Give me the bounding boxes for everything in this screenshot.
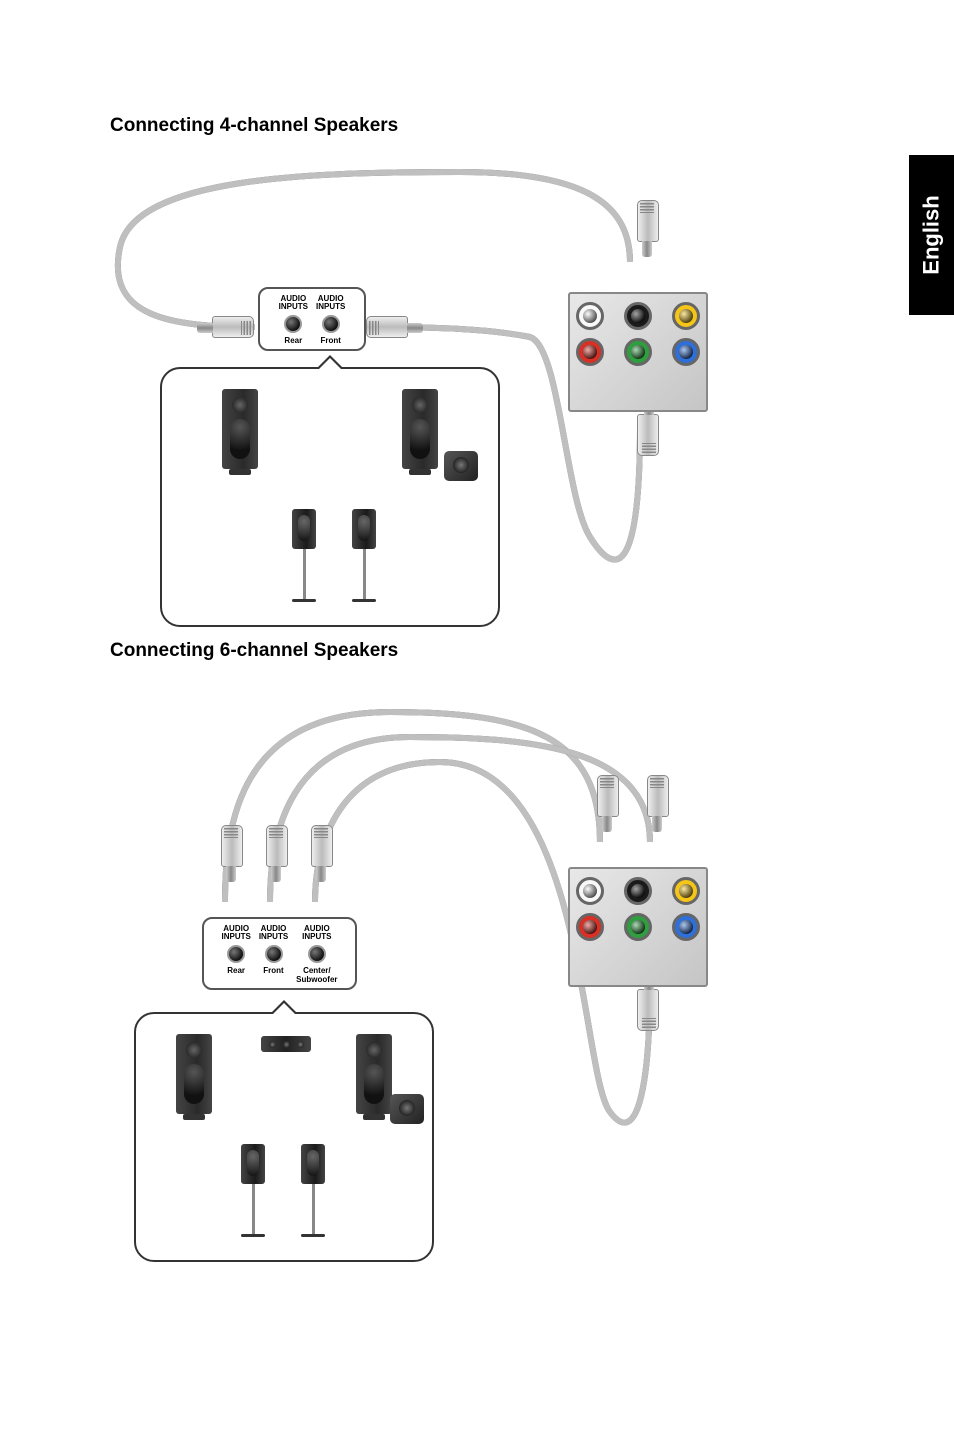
jack-icon — [322, 315, 340, 333]
section-6ch-title: Connecting 6-channel Speakers — [110, 640, 750, 662]
audio-input-box-6ch: AUDIO INPUTS Rear AUDIO INPUTS Front AUD… — [202, 917, 357, 990]
audio-input-front: AUDIO INPUTS Front — [316, 295, 345, 345]
audio-label: AUDIO INPUTS — [259, 925, 288, 942]
rear-right-speaker-icon — [352, 509, 376, 602]
plug-panel-top-4ch — [637, 200, 659, 260]
plug-rear-6ch — [221, 825, 243, 885]
front-right-speaker-icon — [402, 389, 438, 469]
white-port-icon — [576, 877, 604, 905]
front-right-speaker-icon — [356, 1034, 392, 1114]
plug-front-6ch — [266, 825, 288, 885]
jack-icon — [308, 945, 326, 963]
manual-page: English Connecting 4-channel Speakers — [0, 0, 954, 1438]
black-port-icon — [624, 877, 652, 905]
plug-panel-top1-6ch — [597, 775, 619, 835]
diagram-4ch: AUDIO INPUTS Rear AUDIO INPUTS Front — [110, 147, 750, 627]
black-port-icon — [624, 302, 652, 330]
white-port-icon — [576, 302, 604, 330]
speaker-layout-6ch — [134, 1012, 434, 1262]
rear-left-speaker-icon — [241, 1144, 265, 1237]
audio-input-rear: AUDIO INPUTS Rear — [279, 295, 308, 345]
jack-icon — [227, 945, 245, 963]
rear-right-speaker-icon — [301, 1144, 325, 1237]
panel-row-bottom — [576, 338, 700, 366]
section-4ch-title: Connecting 4-channel Speakers — [110, 115, 750, 137]
audio-label: Front — [259, 966, 288, 975]
green-port-icon — [624, 913, 652, 941]
plug-panel-top2-6ch — [647, 775, 669, 835]
yellow-port-icon — [672, 877, 700, 905]
subwoofer-icon — [444, 451, 478, 481]
diagram-6ch: AUDIO INPUTS Rear AUDIO INPUTS Front AUD… — [110, 672, 750, 1292]
front-left-speaker-icon — [222, 389, 258, 469]
jack-icon — [265, 945, 283, 963]
front-left-speaker-icon — [176, 1034, 212, 1114]
blue-port-icon — [672, 338, 700, 366]
section-4ch: Connecting 4-channel Speakers — [110, 115, 750, 627]
audio-input-rear: AUDIO INPUTS Rear — [221, 925, 250, 984]
audio-label: Rear — [279, 336, 308, 345]
audio-input-box-4ch: AUDIO INPUTS Rear AUDIO INPUTS Front — [258, 287, 366, 351]
audio-label: AUDIO INPUTS — [221, 925, 250, 942]
sound-panel-6ch — [568, 867, 708, 987]
audio-label: AUDIO INPUTS — [316, 295, 345, 312]
center-speaker-icon — [261, 1036, 311, 1052]
panel-row-bottom — [576, 913, 700, 941]
audio-label: AUDIO INPUTS — [279, 295, 308, 312]
callout-arrow-icon — [270, 1000, 298, 1014]
red-port-icon — [576, 338, 604, 366]
red-port-icon — [576, 913, 604, 941]
audio-label: AUDIO INPUTS — [296, 925, 337, 942]
language-label: English — [919, 195, 945, 274]
plug-rear-4ch — [194, 316, 254, 338]
audio-label: Center/ Subwoofer — [296, 966, 337, 984]
subwoofer-icon — [390, 1094, 424, 1124]
section-6ch: Connecting 6-channel Speakers — [110, 640, 750, 1292]
yellow-port-icon — [672, 302, 700, 330]
audio-label: Rear — [221, 966, 250, 975]
audio-label: Front — [316, 336, 345, 345]
blue-port-icon — [672, 913, 700, 941]
language-tab: English — [909, 155, 954, 315]
sound-panel-4ch — [568, 292, 708, 412]
panel-row-top — [576, 302, 700, 330]
rear-left-speaker-icon — [292, 509, 316, 602]
panel-row-top — [576, 877, 700, 905]
plug-front-4ch — [366, 316, 426, 338]
speaker-layout-4ch — [160, 367, 500, 627]
plug-center-6ch — [311, 825, 333, 885]
audio-input-front: AUDIO INPUTS Front — [259, 925, 288, 984]
audio-input-center-sub: AUDIO INPUTS Center/ Subwoofer — [296, 925, 337, 984]
callout-arrow-icon — [316, 355, 344, 369]
green-port-icon — [624, 338, 652, 366]
jack-icon — [284, 315, 302, 333]
